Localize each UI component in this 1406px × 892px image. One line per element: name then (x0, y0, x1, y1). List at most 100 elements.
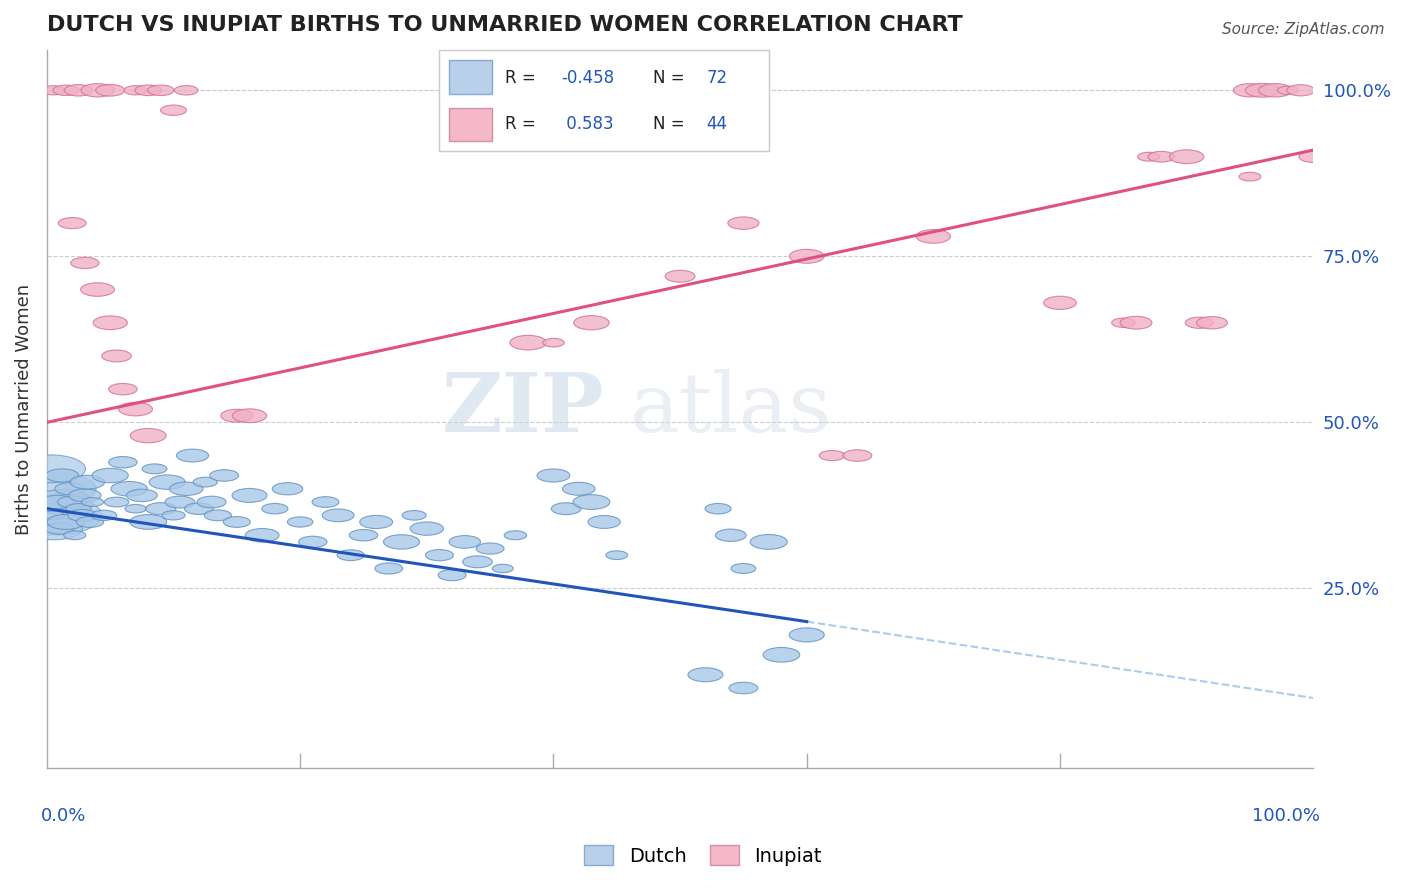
Ellipse shape (129, 515, 166, 529)
Ellipse shape (45, 469, 79, 482)
Ellipse shape (360, 516, 392, 529)
Ellipse shape (1147, 152, 1175, 162)
Ellipse shape (716, 529, 747, 541)
Ellipse shape (728, 217, 759, 229)
Ellipse shape (1112, 318, 1135, 327)
Ellipse shape (70, 475, 104, 489)
Ellipse shape (91, 510, 117, 521)
Ellipse shape (65, 85, 93, 96)
Ellipse shape (1170, 150, 1204, 163)
Ellipse shape (70, 257, 98, 268)
Ellipse shape (1043, 296, 1077, 310)
Ellipse shape (66, 504, 91, 514)
Ellipse shape (42, 511, 65, 520)
Ellipse shape (510, 335, 547, 350)
Ellipse shape (1197, 317, 1227, 329)
Ellipse shape (1286, 85, 1315, 95)
Text: ZIP: ZIP (441, 369, 605, 449)
Ellipse shape (204, 510, 232, 521)
Ellipse shape (125, 505, 146, 513)
Text: Source: ZipAtlas.com: Source: ZipAtlas.com (1222, 22, 1385, 37)
Ellipse shape (18, 473, 96, 504)
Ellipse shape (917, 229, 950, 244)
Ellipse shape (104, 497, 129, 507)
Ellipse shape (411, 522, 443, 535)
Ellipse shape (789, 250, 824, 263)
Ellipse shape (55, 483, 84, 495)
Ellipse shape (31, 490, 93, 515)
Ellipse shape (197, 496, 226, 508)
Ellipse shape (42, 86, 65, 95)
Ellipse shape (562, 483, 595, 495)
Ellipse shape (505, 531, 527, 540)
Ellipse shape (80, 283, 114, 296)
Ellipse shape (221, 409, 253, 422)
Text: 0.0%: 0.0% (41, 807, 86, 825)
Ellipse shape (751, 534, 787, 549)
Ellipse shape (543, 338, 564, 347)
Ellipse shape (402, 510, 426, 520)
Ellipse shape (426, 549, 454, 561)
Ellipse shape (101, 350, 131, 362)
Text: 100.0%: 100.0% (1251, 807, 1320, 825)
Ellipse shape (606, 551, 627, 559)
Ellipse shape (58, 218, 86, 228)
Legend: Dutch, Inupiat: Dutch, Inupiat (576, 838, 830, 873)
Ellipse shape (375, 563, 402, 574)
Ellipse shape (763, 648, 800, 662)
Ellipse shape (127, 489, 157, 501)
Ellipse shape (463, 556, 492, 568)
Ellipse shape (93, 316, 128, 329)
Ellipse shape (588, 516, 620, 528)
Ellipse shape (67, 509, 97, 521)
Text: DUTCH VS INUPIAT BIRTHS TO UNMARRIED WOMEN CORRELATION CHART: DUTCH VS INUPIAT BIRTHS TO UNMARRIED WOM… (46, 15, 963, 35)
Ellipse shape (704, 503, 731, 514)
Ellipse shape (384, 534, 419, 549)
Ellipse shape (124, 86, 148, 95)
Ellipse shape (665, 270, 695, 282)
Ellipse shape (537, 469, 569, 482)
Ellipse shape (53, 85, 79, 95)
Ellipse shape (232, 409, 267, 423)
Ellipse shape (349, 530, 378, 541)
Ellipse shape (820, 450, 845, 460)
Ellipse shape (728, 682, 758, 694)
Ellipse shape (131, 428, 166, 442)
Ellipse shape (184, 503, 214, 515)
Ellipse shape (574, 495, 610, 509)
Ellipse shape (39, 495, 75, 508)
Ellipse shape (322, 509, 354, 522)
Ellipse shape (82, 498, 104, 507)
Ellipse shape (45, 523, 73, 534)
Ellipse shape (1137, 153, 1160, 161)
Ellipse shape (262, 503, 288, 514)
Ellipse shape (58, 496, 87, 508)
Ellipse shape (193, 477, 218, 487)
Ellipse shape (688, 668, 723, 681)
Ellipse shape (298, 536, 328, 548)
Ellipse shape (27, 517, 83, 540)
Ellipse shape (209, 470, 239, 482)
Ellipse shape (69, 489, 101, 502)
Ellipse shape (111, 482, 148, 496)
Ellipse shape (4, 496, 103, 535)
Ellipse shape (449, 535, 481, 549)
Ellipse shape (789, 628, 824, 642)
Ellipse shape (148, 85, 174, 95)
Text: atlas: atlas (630, 369, 831, 449)
Ellipse shape (1278, 87, 1299, 95)
Ellipse shape (96, 85, 125, 96)
Ellipse shape (146, 503, 176, 515)
Ellipse shape (1121, 317, 1152, 329)
Ellipse shape (1239, 172, 1261, 181)
Ellipse shape (177, 450, 208, 462)
Ellipse shape (108, 457, 138, 468)
Ellipse shape (1299, 151, 1327, 162)
Ellipse shape (224, 516, 250, 527)
Ellipse shape (337, 549, 364, 560)
Ellipse shape (492, 565, 513, 573)
Ellipse shape (82, 84, 114, 97)
Ellipse shape (1246, 83, 1279, 97)
Ellipse shape (232, 489, 267, 502)
Ellipse shape (1185, 318, 1213, 328)
